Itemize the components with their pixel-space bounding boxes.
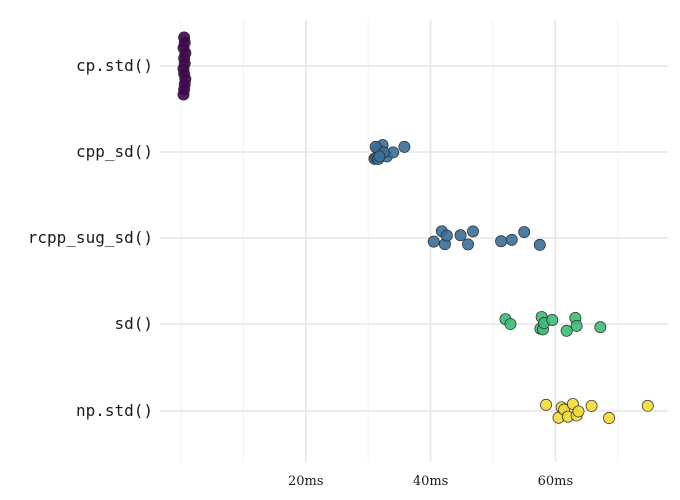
- data-point: [177, 88, 190, 101]
- y-tick-label: cp.std(): [76, 56, 153, 75]
- data-point: [454, 229, 467, 242]
- data-point: [594, 321, 607, 334]
- data-point: [505, 233, 518, 246]
- data-point: [546, 314, 559, 326]
- data-point: [427, 235, 440, 248]
- y-tick-label: np.std(): [76, 401, 153, 420]
- x-tick-label: 20ms: [288, 474, 324, 489]
- data-point: [585, 399, 598, 412]
- y-tick-label: sd(): [114, 314, 153, 333]
- data-points: [177, 31, 654, 424]
- data-point: [495, 235, 508, 248]
- grid: [160, 20, 668, 462]
- y-tick-label: cpp_sd(): [76, 142, 153, 161]
- y-tick-labels: cp.std() cpp_sd() rcpp_sug_sd() sd() np.std(…: [28, 56, 153, 420]
- data-point: [518, 226, 531, 238]
- data-point: [398, 140, 411, 153]
- data-point: [462, 238, 474, 251]
- data-point: [540, 398, 552, 411]
- x-tick-label: 40ms: [413, 474, 449, 489]
- data-point: [641, 399, 654, 412]
- data-point: [570, 319, 583, 332]
- data-point: [533, 238, 546, 251]
- data-point: [440, 229, 453, 242]
- y-tick-label: rcpp_sug_sd(): [28, 228, 153, 247]
- data-point: [603, 412, 616, 424]
- x-tick-labels: 20ms 40ms 60ms: [288, 474, 573, 489]
- data-point: [467, 225, 479, 238]
- data-point: [572, 405, 585, 418]
- x-tick-label: 60ms: [538, 474, 574, 489]
- data-point: [373, 150, 386, 163]
- data-point: [560, 324, 573, 337]
- data-point: [504, 318, 517, 330]
